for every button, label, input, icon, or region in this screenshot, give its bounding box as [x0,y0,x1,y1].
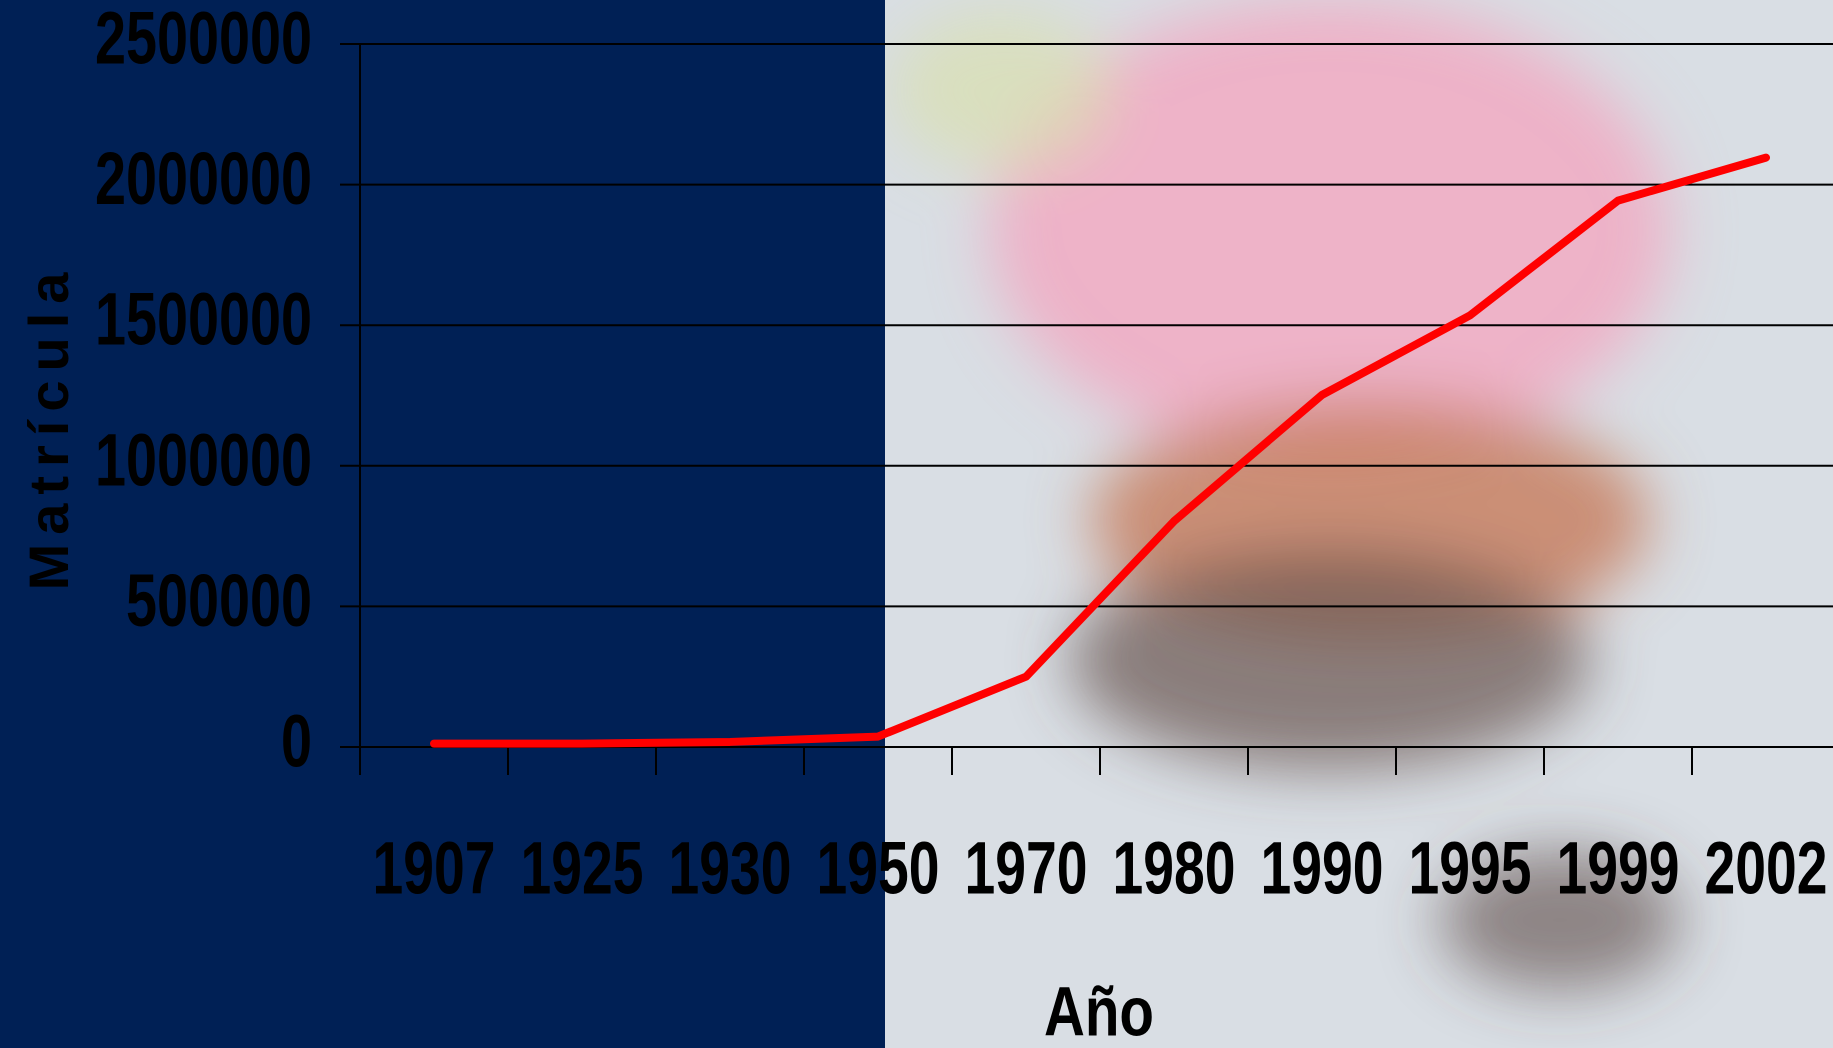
x-tick-label: 1907 [373,827,496,910]
y-tick-label: 0 [281,700,312,783]
x-tick-label: 1930 [669,827,792,910]
flower-photo [890,0,1680,990]
x-tick-label: 2002 [1705,827,1828,910]
x-tick-label: 1970 [965,827,1088,910]
y-tick-label: 1000000 [95,418,312,501]
x-tick-label: 1990 [1261,827,1384,910]
data-line [430,153,1770,748]
x-tick-label: 1950 [817,827,940,910]
x-tick-label: 1995 [1409,827,1532,910]
y-tick-label: 500000 [126,559,312,642]
y-tick-label: 2500000 [95,0,312,80]
x-axis-title: Año [1044,972,1154,1048]
x-tick-label: 1999 [1557,827,1680,910]
x-tick-label: 1925 [521,827,644,910]
left-panel [0,0,885,1048]
y-tick-label: 1500000 [95,278,312,361]
y-tick-label: 2000000 [95,137,312,220]
x-tick-label: 1980 [1113,827,1236,910]
y-axis-title: Matrícula [17,264,80,591]
